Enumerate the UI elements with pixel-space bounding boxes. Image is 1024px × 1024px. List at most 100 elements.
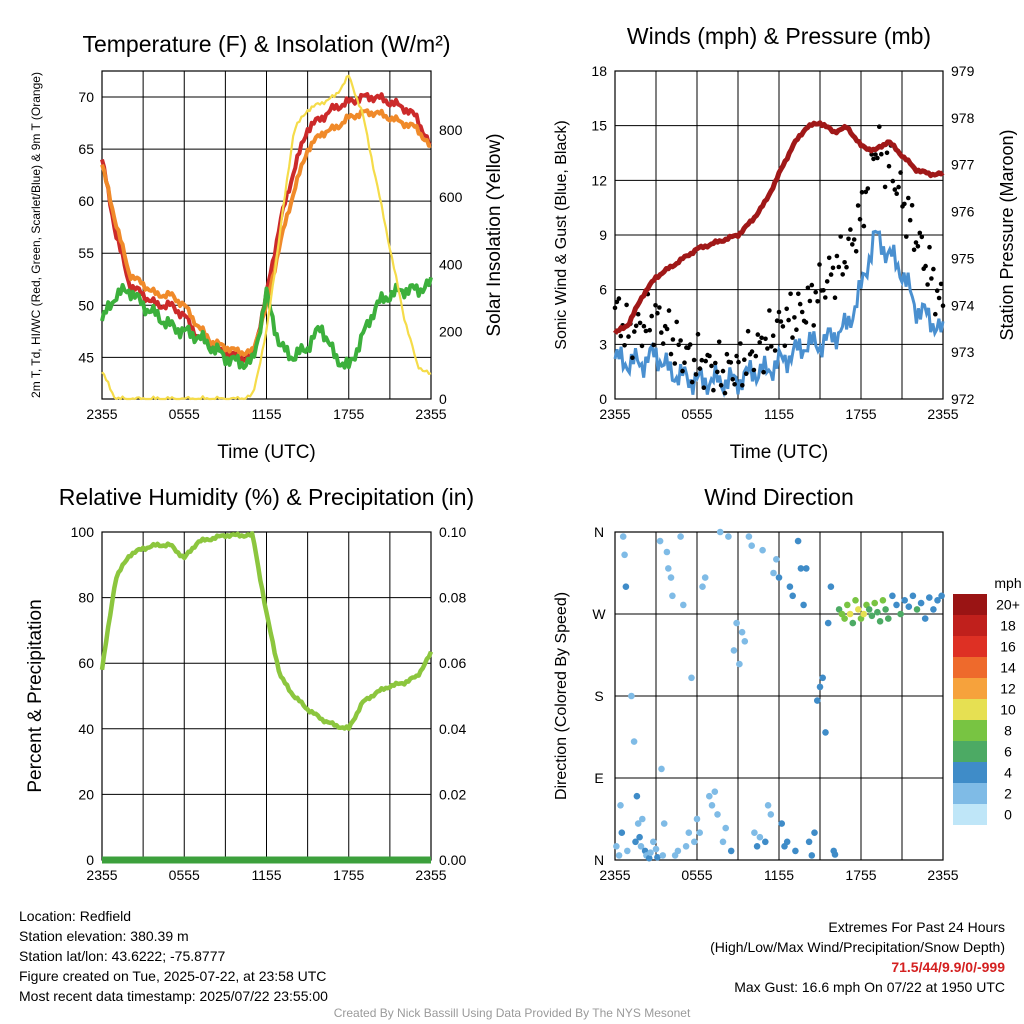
- x-tick-label: 2355: [86, 867, 117, 883]
- direction-point: [624, 847, 631, 855]
- direction-point: [885, 615, 892, 622]
- gust-point: [647, 327, 652, 333]
- direction-point: [636, 833, 643, 841]
- colorbar-swatch: [953, 657, 987, 678]
- direction-point: [786, 583, 794, 590]
- gust-point: [919, 234, 925, 240]
- rh-line: [99, 531, 434, 731]
- gust-point: [838, 234, 843, 239]
- direction-point: [637, 843, 645, 850]
- y2-tick-label: 800: [439, 122, 463, 138]
- direction-point: [633, 792, 641, 800]
- direction-point: [819, 674, 826, 682]
- gust-point: [813, 289, 818, 295]
- gust-point: [824, 279, 830, 284]
- gust-point: [736, 359, 741, 365]
- colorbar-label: 10: [1000, 702, 1016, 718]
- latlon-text: Station lat/lon: 43.6222; -75.8777: [19, 948, 226, 964]
- direction-point: [665, 565, 672, 572]
- colorbar-swatch: [953, 762, 987, 783]
- gust-point: [763, 336, 768, 342]
- gust-point: [678, 338, 683, 343]
- x-tick-label: 1755: [333, 867, 364, 883]
- direction-point: [693, 815, 701, 823]
- gust-point: [803, 320, 809, 325]
- humidity-title: Relative Humidity (%) & Precipitation (i…: [59, 484, 474, 510]
- gust-point: [745, 328, 751, 334]
- gust-point: [786, 317, 791, 323]
- gust-point: [772, 348, 778, 353]
- gust-point: [875, 155, 880, 161]
- gust-point: [780, 324, 786, 329]
- gust-point: [643, 328, 649, 334]
- x-tick-label: 2355: [599, 867, 630, 883]
- y2-axis-label: Station Pressure (Maroon): [997, 129, 1017, 340]
- gust-point: [749, 349, 755, 354]
- gust-point: [850, 242, 855, 247]
- created-text: Figure created on Tue, 2025-07-22, at 23…: [19, 968, 327, 984]
- gust-point: [855, 203, 861, 208]
- gust-point: [844, 264, 849, 270]
- direction-point: [617, 802, 624, 809]
- x-tick-label: 1155: [251, 867, 281, 883]
- direction-point: [811, 829, 818, 836]
- direction-point: [647, 849, 654, 856]
- direction-point: [708, 802, 716, 809]
- direction-point: [701, 574, 709, 581]
- direction-point: [803, 565, 810, 572]
- direction-point: [831, 851, 839, 858]
- gust-point: [853, 249, 859, 254]
- direction-point: [652, 845, 660, 853]
- gust-point: [651, 342, 656, 348]
- direction-point: [882, 606, 889, 613]
- direction-point: [860, 610, 867, 618]
- extremes-title: Extremes For Past 24 Hours: [828, 919, 1005, 935]
- gust-point: [911, 247, 917, 253]
- y-tick-label: N: [594, 524, 604, 540]
- gust-point: [637, 320, 643, 326]
- gust-point: [732, 382, 737, 387]
- direction-point: [682, 843, 690, 850]
- direction-point: [632, 838, 639, 846]
- direction-point: [660, 820, 668, 827]
- gust-point: [848, 227, 853, 232]
- gust-point: [743, 371, 749, 377]
- y2-tick-label: 974: [951, 297, 975, 313]
- y-tick-label: 0: [86, 852, 94, 868]
- gust-point: [892, 187, 898, 192]
- gust-point: [633, 323, 639, 329]
- gust-point: [674, 319, 679, 325]
- gust-point: [863, 189, 869, 195]
- y2-tick-label: 973: [951, 344, 975, 360]
- direction-point: [913, 606, 921, 613]
- gust-point: [765, 346, 770, 351]
- direction-point: [751, 829, 758, 836]
- direction-point: [759, 546, 766, 554]
- gust-point: [904, 234, 909, 239]
- x-tick-label: 1155: [764, 406, 794, 422]
- colorbar-swatch: [953, 783, 987, 804]
- y-tick-label: 100: [71, 524, 95, 540]
- direction-point: [846, 610, 854, 618]
- gust-point: [929, 276, 934, 281]
- direction-point: [741, 638, 749, 645]
- gust-point: [641, 323, 647, 329]
- direction-point: [852, 597, 859, 604]
- gust-point: [809, 282, 815, 288]
- gust-point: [755, 332, 761, 337]
- y2-tick-label: 978: [951, 110, 975, 126]
- gust-point: [894, 191, 899, 196]
- y-tick-label: 65: [78, 141, 94, 157]
- gust-point: [933, 311, 938, 317]
- y-tick-label: 18: [591, 63, 607, 79]
- gust-point: [699, 357, 705, 363]
- gust-point: [660, 341, 666, 346]
- gust-point: [635, 311, 641, 317]
- colorbar-label: 4: [1004, 765, 1012, 781]
- gust-point: [925, 282, 930, 287]
- y-tick-label: S: [594, 688, 603, 704]
- direction-point: [674, 847, 682, 855]
- direction-point: [871, 599, 878, 607]
- gust-point: [873, 152, 878, 157]
- x-axis-label: Time (UTC): [730, 442, 829, 463]
